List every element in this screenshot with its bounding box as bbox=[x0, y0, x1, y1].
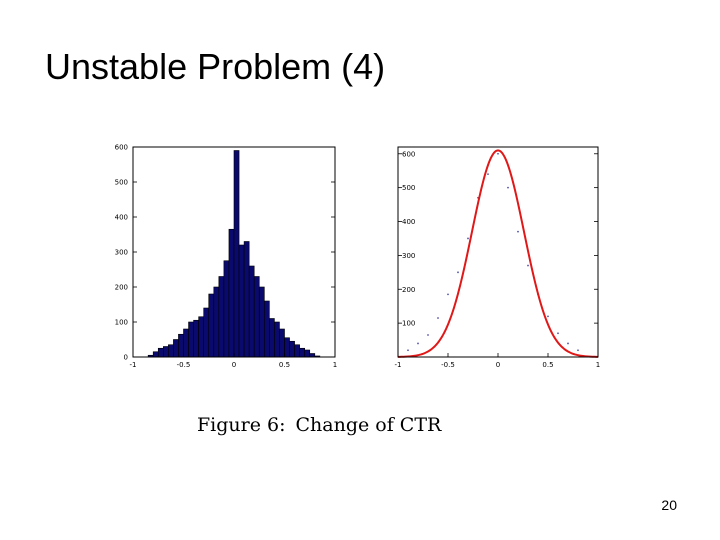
histogram-bar bbox=[248, 265, 255, 358]
page-number: 20 bbox=[661, 497, 677, 513]
caption-label: Figure 6: bbox=[197, 414, 286, 436]
data-point bbox=[407, 349, 409, 352]
data-point bbox=[437, 317, 439, 319]
y-tick-label: 300 bbox=[402, 252, 415, 260]
histogram-bar bbox=[168, 344, 174, 358]
histogram-bar bbox=[243, 241, 250, 358]
histogram-bar bbox=[178, 333, 184, 358]
histogram-axes: -1 -0.5 0 0.5 1 0 100 200 300 400 500 600 bbox=[115, 144, 338, 370]
y-tick-label: 100 bbox=[115, 319, 128, 327]
data-point bbox=[467, 237, 469, 240]
x-tick-label: 0.5 bbox=[279, 361, 290, 369]
histogram-bar bbox=[183, 328, 189, 358]
y-tick-label: 500 bbox=[115, 179, 128, 187]
gaussian-fit-chart: -1 -0.5 0 0.5 1 100 200 300 400 500 600 bbox=[395, 146, 600, 369]
histogram-bar bbox=[238, 244, 245, 358]
data-point bbox=[577, 349, 579, 352]
histogram-bar bbox=[162, 346, 169, 358]
y-tick-label: 400 bbox=[402, 218, 415, 226]
scatter-points bbox=[407, 152, 579, 352]
plot-frame bbox=[397, 146, 599, 358]
slide-title: Unstable Problem (4) bbox=[45, 46, 386, 87]
histogram-bar bbox=[269, 318, 275, 358]
y-tick-label: 300 bbox=[115, 249, 128, 257]
histogram-bar bbox=[223, 260, 230, 358]
histogram-bar bbox=[233, 150, 240, 358]
y-tick-label: 400 bbox=[115, 214, 128, 222]
data-point bbox=[417, 342, 419, 345]
histogram-bar bbox=[258, 286, 265, 358]
histogram-bar bbox=[208, 293, 215, 358]
histogram-bar bbox=[253, 276, 260, 358]
histogram-bar bbox=[299, 347, 305, 358]
histogram-bar bbox=[203, 307, 210, 358]
x-tick-label: 1 bbox=[333, 361, 337, 369]
data-point bbox=[507, 186, 509, 189]
histogram-bar bbox=[264, 300, 270, 358]
gaussian-fit-curve bbox=[397, 149, 599, 358]
x-tick-label: 0 bbox=[232, 361, 236, 369]
histogram-bar bbox=[309, 353, 316, 358]
y-tick-label: 0 bbox=[124, 354, 128, 362]
histogram-bar bbox=[284, 337, 290, 358]
y-tick-label: 500 bbox=[402, 184, 415, 192]
histogram-bar bbox=[304, 349, 311, 358]
histogram-bar bbox=[274, 321, 280, 358]
x-tick-label: -1 bbox=[395, 361, 402, 369]
histogram-chart: -1 -0.5 0 0.5 1 0 100 200 300 400 500 600 bbox=[115, 144, 338, 370]
data-point bbox=[547, 315, 549, 318]
histogram-bar bbox=[294, 344, 300, 358]
y-tick-label: 600 bbox=[115, 144, 128, 152]
figure-caption: Figure 6: Change of CTR bbox=[197, 414, 441, 436]
x-tick-label: 1 bbox=[596, 361, 600, 369]
histogram-bar bbox=[198, 316, 205, 358]
histogram-bar bbox=[152, 351, 159, 358]
histogram-bar bbox=[173, 339, 179, 358]
histogram-bar bbox=[289, 340, 295, 358]
histogram-bar bbox=[218, 276, 225, 358]
x-tick-label: -0.5 bbox=[441, 361, 455, 369]
data-point bbox=[457, 271, 459, 274]
fit-curve-group bbox=[397, 149, 599, 358]
data-point bbox=[567, 342, 569, 345]
x-tick-label: 0.5 bbox=[542, 361, 553, 369]
y-tick-label: 200 bbox=[115, 284, 128, 292]
data-point bbox=[527, 264, 529, 267]
data-point bbox=[447, 293, 449, 296]
data-point bbox=[517, 230, 519, 233]
data-point bbox=[557, 332, 559, 335]
histogram-bar bbox=[157, 347, 164, 358]
histogram-bars bbox=[147, 150, 321, 358]
data-point bbox=[497, 152, 499, 155]
histogram-bar bbox=[213, 286, 220, 358]
x-tick-label: -0.5 bbox=[177, 361, 191, 369]
x-tick-label: 0 bbox=[496, 361, 500, 369]
data-point bbox=[487, 173, 489, 175]
histogram-bar bbox=[228, 228, 235, 358]
y-tick-label: 100 bbox=[402, 320, 415, 328]
histogram-bar bbox=[188, 321, 194, 358]
y-tick-label: 200 bbox=[402, 286, 415, 294]
histogram-bar bbox=[193, 319, 199, 358]
caption-text: Change of CTR bbox=[295, 414, 442, 436]
y-tick-label: 600 bbox=[402, 150, 415, 158]
data-point bbox=[427, 334, 429, 336]
gaussian-axes: -1 -0.5 0 0.5 1 100 200 300 400 500 600 bbox=[395, 146, 600, 369]
x-tick-label: -1 bbox=[130, 361, 137, 369]
histogram-bar bbox=[279, 328, 285, 358]
